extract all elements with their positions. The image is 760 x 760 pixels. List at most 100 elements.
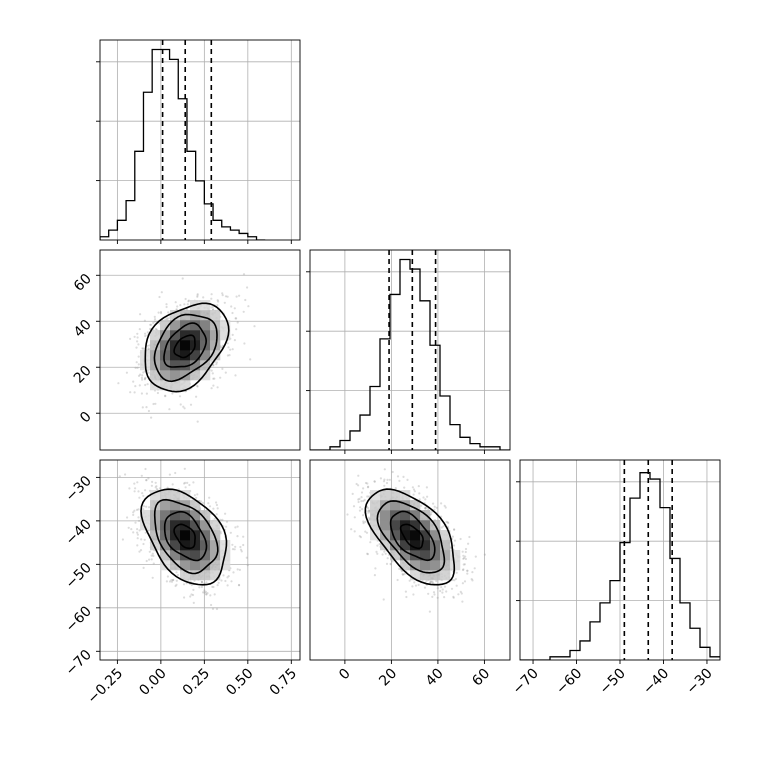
joint-1-0-density-cell — [200, 300, 211, 311]
joint-1-0-point — [147, 347, 150, 350]
joint-2-0-point — [200, 580, 203, 583]
joint-1-0-density-cell — [180, 350, 191, 361]
joint-2-1-contour — [389, 510, 436, 562]
joint-2-0-density-cell — [180, 510, 191, 521]
joint-1-0-point — [141, 347, 144, 350]
joint-2-1-point — [455, 584, 458, 587]
joint-2-0-point — [132, 513, 135, 517]
joint-2-0-density-cell — [180, 560, 191, 571]
joint-2-1-xtick-label: 20 — [376, 666, 400, 690]
diag-1-histogram — [310, 258, 510, 450]
joint-2-1-density-cell — [450, 560, 461, 571]
joint-2-1-point — [368, 509, 371, 512]
joint-2-1-point — [464, 547, 468, 551]
joint-1-0-point — [183, 303, 186, 306]
joint-2-1-point — [391, 560, 394, 563]
joint-2-1-point — [450, 587, 454, 590]
joint-2-0-density-cell — [200, 560, 211, 571]
joint-2-1-point — [412, 493, 415, 496]
joint-2-0-density-cell — [200, 550, 211, 561]
joint-1-0-density-cell — [220, 330, 231, 341]
joint-2-0-point — [239, 548, 243, 551]
joint-1-0-point — [146, 331, 149, 334]
joint-2-0-point — [215, 503, 218, 507]
joint-2-1-point — [466, 572, 469, 575]
joint-2-1-point — [474, 555, 477, 558]
joint-2-0-point — [211, 607, 215, 611]
joint-2-1-point — [388, 478, 391, 481]
joint-2-1-point — [453, 579, 456, 582]
joint-2-1-point — [383, 484, 386, 487]
joint-2-1-density-cell — [400, 530, 411, 541]
joint-1-0-point — [158, 295, 161, 299]
diag-2-histogram — [520, 472, 720, 660]
joint-1-0-contour — [153, 313, 218, 383]
joint-2-1-point — [367, 511, 370, 514]
joint-2-1-point — [452, 596, 455, 599]
joint-2-0-point — [148, 550, 151, 553]
joint-2-1-point — [357, 500, 360, 504]
joint-2-0-point — [140, 538, 143, 541]
diag-0-histogram — [100, 48, 266, 240]
joint-2-0-point — [238, 583, 241, 587]
joint-2-0-point — [141, 492, 144, 495]
joint-2-1-xtick-label: 0 — [336, 666, 354, 684]
joint-2-0-point — [128, 487, 131, 490]
joint-2-1-point — [364, 481, 368, 485]
joint-2-0-point — [217, 581, 220, 584]
joint-2-0-point — [175, 579, 178, 582]
joint-2-1-point — [412, 593, 415, 596]
joint-2-0-point — [135, 508, 139, 511]
joint-1-0-point — [215, 361, 218, 364]
joint-2-0-point — [127, 526, 130, 529]
joint-1-0-ytick-label: 40 — [71, 317, 95, 341]
joint-2-0-point — [212, 585, 215, 589]
joint-2-1-point — [413, 490, 416, 493]
joint-1-0-point — [149, 327, 152, 331]
joint-2-1-point — [375, 550, 378, 554]
panel-joint-2-0: −0.25 0.00 0.25 0.50 0.75 −70 −60 −50 −40 −30 — [63, 459, 301, 707]
joint-2-1-point — [358, 497, 361, 500]
joint-2-0-point — [165, 580, 168, 583]
joint-2-0-density-cell — [200, 540, 211, 551]
joint-1-0-point — [202, 296, 205, 299]
joint-2-0-density-cell — [210, 550, 221, 561]
joint-2-0-point — [84, 514, 86, 516]
joint-2-1-point — [411, 486, 414, 489]
joint-2-1-point — [433, 505, 436, 508]
joint-2-0-point — [118, 475, 121, 478]
joint-1-0-point — [238, 294, 241, 297]
joint-2-0-point — [137, 508, 140, 511]
joint-2-1-point — [418, 498, 421, 501]
joint-2-0-point — [208, 496, 211, 499]
joint-2-0-contour — [140, 488, 228, 586]
joint-1-0-point — [165, 303, 168, 306]
joint-1-0-density-cell — [190, 360, 201, 371]
joint-2-0-point — [182, 583, 186, 586]
diag-0-frame — [99, 39, 301, 241]
joint-2-1-point — [424, 506, 427, 510]
joint-2-1-point — [364, 530, 367, 533]
joint-2-0-ytick-label: −40 — [63, 516, 95, 548]
joint-1-0-density-cell — [170, 360, 181, 371]
joint-1-0-point — [247, 305, 250, 308]
joint-2-0-ytick-label: −70 — [63, 647, 95, 679]
joint-2-1-density-cell — [410, 570, 421, 581]
joint-1-0-point — [210, 297, 213, 300]
joint-2-1-point — [403, 573, 406, 576]
joint-2-0-point — [215, 513, 218, 516]
joint-1-0-point — [136, 340, 139, 343]
joint-1-0-density-cell — [170, 350, 181, 361]
joint-2-0-point — [227, 575, 230, 578]
joint-2-1-contour — [399, 523, 424, 550]
joint-2-0-contour — [153, 498, 219, 575]
joint-2-0-point — [136, 544, 139, 547]
joint-2-0-point — [150, 558, 153, 561]
joint-1-0-point — [216, 304, 219, 307]
joint-2-0-point — [206, 592, 209, 595]
joint-2-1-point — [374, 567, 377, 570]
joint-2-0-point — [145, 478, 148, 482]
joint-2-0-point — [130, 528, 133, 531]
joint-2-0-point — [124, 473, 127, 476]
joint-2-1-point — [463, 580, 467, 583]
